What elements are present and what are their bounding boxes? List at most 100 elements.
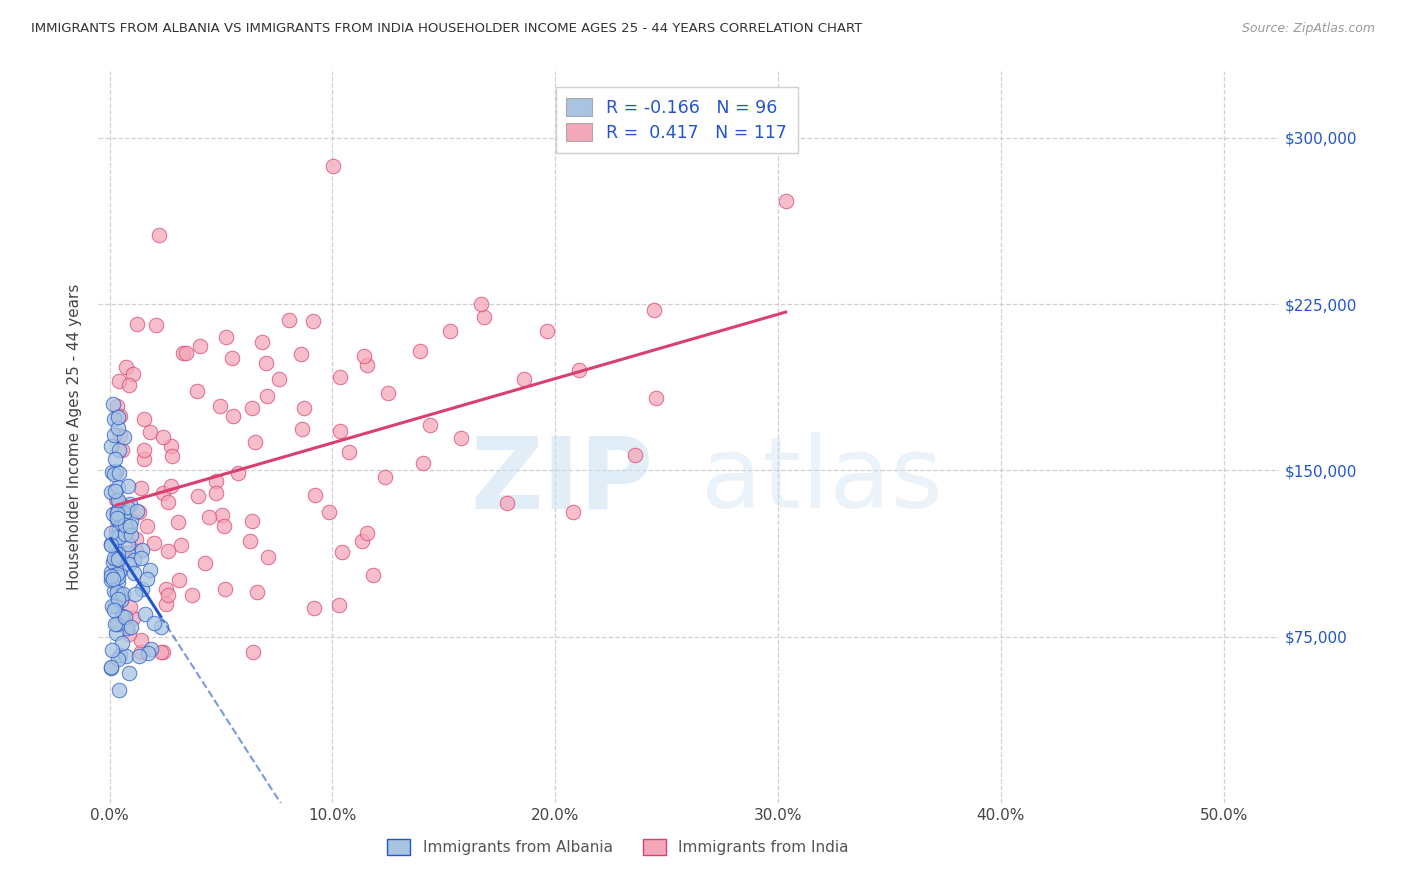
Point (112, 430, 135, 444)
Point (118, 377, 141, 392)
Point (170, 538, 193, 552)
Point (167, 573, 190, 587)
Point (141, 642, 163, 657)
Point (107, 574, 129, 589)
Point (118, 518, 141, 533)
Point (105, 491, 128, 506)
Point (105, 512, 128, 526)
Point (110, 610, 132, 624)
Point (156, 588, 179, 602)
Point (129, 481, 152, 495)
Point (105, 511, 128, 525)
Text: Source: ZipAtlas.com: Source: ZipAtlas.com (1241, 22, 1375, 36)
Point (152, 486, 174, 500)
Point (105, 555, 128, 569)
Point (198, 509, 221, 524)
Point (114, 527, 136, 541)
Point (105, 506, 128, 520)
Point (329, 424, 352, 438)
Point (291, 422, 314, 436)
Point (439, 324, 461, 338)
Point (104, 567, 127, 582)
Point (100, 525, 122, 540)
Point (470, 297, 492, 311)
Point (118, 558, 141, 572)
Point (100, 661, 122, 675)
Point (107, 651, 129, 665)
Point (143, 536, 166, 550)
Point (212, 519, 235, 533)
Point (172, 345, 194, 359)
Point (100, 538, 122, 552)
Point (104, 464, 127, 478)
Point (122, 368, 145, 382)
Point (120, 620, 142, 634)
Point (148, 228, 170, 243)
Point (129, 551, 152, 566)
Point (214, 330, 236, 344)
Point (112, 506, 135, 520)
Point (108, 409, 131, 424)
Point (246, 585, 269, 599)
Point (245, 435, 267, 450)
Point (104, 484, 127, 499)
Point (110, 592, 132, 607)
Point (115, 649, 138, 664)
Point (322, 159, 344, 173)
Point (209, 399, 232, 413)
Point (104, 530, 127, 544)
Point (256, 389, 278, 403)
Point (138, 563, 160, 577)
Point (127, 504, 149, 518)
Point (105, 399, 128, 413)
Point (134, 607, 156, 622)
Point (105, 566, 128, 581)
Point (101, 466, 124, 480)
Point (412, 456, 434, 470)
Point (101, 508, 124, 522)
Point (120, 514, 142, 528)
Point (108, 587, 131, 601)
Point (103, 427, 125, 442)
Point (107, 480, 129, 494)
Point (294, 401, 316, 415)
Point (132, 443, 155, 458)
Point (112, 546, 135, 560)
Point (143, 616, 166, 631)
Point (107, 569, 129, 583)
Point (138, 646, 160, 660)
Point (124, 587, 146, 601)
Point (118, 627, 141, 641)
Point (240, 401, 263, 415)
Point (104, 541, 127, 555)
Point (128, 505, 150, 519)
Point (115, 500, 138, 514)
Point (167, 515, 190, 529)
Point (157, 544, 180, 558)
Point (104, 599, 127, 613)
Point (100, 537, 122, 551)
Point (103, 412, 125, 426)
Point (107, 492, 129, 507)
Point (149, 620, 172, 634)
Point (496, 495, 519, 509)
Point (643, 303, 665, 318)
Point (186, 384, 208, 398)
Point (156, 495, 179, 509)
Point (472, 310, 495, 324)
Point (152, 430, 174, 444)
Point (240, 514, 263, 528)
Point (775, 194, 797, 209)
Point (103, 616, 125, 631)
Point (568, 362, 591, 376)
Point (105, 552, 128, 566)
Point (101, 572, 124, 586)
Point (104, 626, 127, 640)
Point (100, 485, 122, 500)
Point (238, 534, 260, 549)
Point (103, 467, 125, 482)
Point (125, 532, 148, 546)
Point (155, 597, 177, 611)
Point (302, 601, 325, 615)
Point (512, 372, 534, 386)
